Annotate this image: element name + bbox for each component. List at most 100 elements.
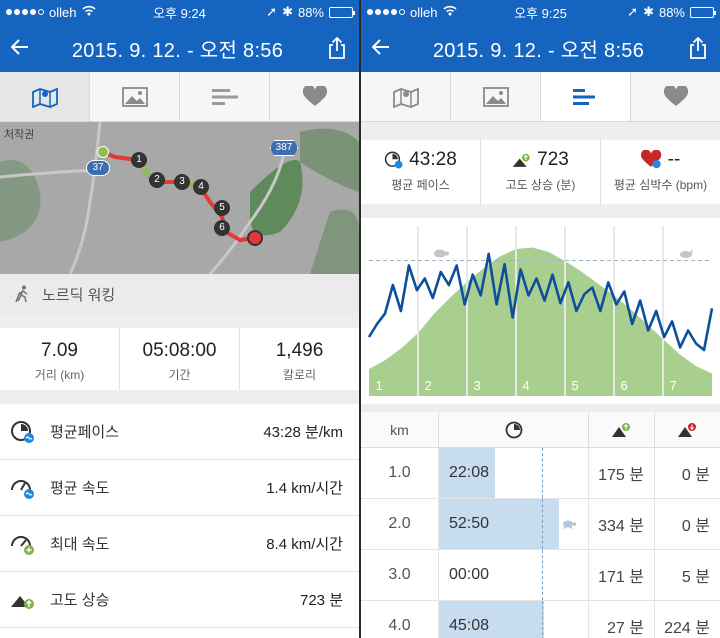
metric-label: 평균 심박수 (bpm) xyxy=(613,178,708,192)
tab-heart[interactable] xyxy=(270,72,359,121)
pace-elevation-chart[interactable]: 1 2 3 4 5 6 7 xyxy=(361,218,720,404)
divider xyxy=(361,122,720,140)
stat-name: 고도 상승 xyxy=(50,592,110,609)
location-arrow-icon: ➚ xyxy=(266,4,278,19)
split-pace-bar xyxy=(439,499,559,549)
split-descent: 0 분 xyxy=(681,518,710,535)
speedometer-max-icon xyxy=(10,531,50,557)
wifi-icon xyxy=(82,5,97,19)
mountain-up-icon xyxy=(512,153,530,167)
split-ascent: 27 분 xyxy=(589,601,655,638)
split-pace-bar xyxy=(439,448,495,498)
km-marker: 1 xyxy=(131,152,147,168)
split-pace-cell: 52:50 xyxy=(439,499,589,549)
split-ascent: 334 분 xyxy=(589,499,655,549)
nordic-walking-icon xyxy=(15,285,28,303)
summary-value: 7.09 xyxy=(41,340,78,361)
splits-table: km 1.0 22:08 175 분 0 분 2.0 52:50 334 분 0 분 3.0 00… xyxy=(361,412,720,638)
battery-percent: 88% xyxy=(658,4,685,20)
speedometer-icon xyxy=(10,475,50,501)
divider xyxy=(361,204,720,218)
turtle-icon xyxy=(434,249,449,258)
metric-avg-heart-rate: -- 평균 심박수 (bpm) xyxy=(601,140,720,204)
metric-avg-pace: 43:28 평균 페이스 xyxy=(361,140,481,204)
average-pace-line xyxy=(542,601,543,638)
tab-photos[interactable] xyxy=(451,72,541,121)
route-map[interactable]: 처작권 37 387 1 2 3 4 5 6 xyxy=(0,122,359,274)
metrics-row: 43:28 평균 페이스 723 고도 상승 (분) -- 평균 심박수 (bp… xyxy=(361,140,720,204)
tab-map[interactable] xyxy=(0,72,90,121)
split-pace-cell: 45:08 xyxy=(439,601,589,638)
pace-line xyxy=(367,252,714,352)
share-button[interactable] xyxy=(315,37,359,59)
back-button[interactable] xyxy=(361,34,401,62)
split-row: 4.0 45:08 27 분 224 분 xyxy=(361,601,720,638)
stat-name: 최대 속도 xyxy=(50,536,110,553)
average-pace-line xyxy=(542,448,543,498)
metric-value: -- xyxy=(667,149,681,170)
mountain-up-icon xyxy=(611,422,630,437)
summary-value: 1,496 xyxy=(275,340,324,361)
battery-icon xyxy=(690,6,716,18)
wifi-icon xyxy=(443,5,458,19)
split-pace: 52:50 xyxy=(449,515,490,532)
location-arrow-icon: ➚ xyxy=(627,4,639,19)
road-shield-387: 387 xyxy=(270,140,298,156)
split-ascent: 171 분 xyxy=(589,550,655,600)
header-ascent xyxy=(589,412,655,447)
divider xyxy=(0,390,359,404)
signal-icon xyxy=(6,9,44,15)
stopwatch-icon xyxy=(505,421,522,438)
divider xyxy=(0,314,359,328)
split-km: 3.0 xyxy=(361,550,439,600)
stat-value: 43:28 분/km xyxy=(263,424,343,441)
battery-icon xyxy=(329,6,355,18)
activity-type-bar: 노르딕 워킹 xyxy=(0,274,359,314)
stat-value: 723 분 xyxy=(300,592,343,609)
km-marker: 4 xyxy=(193,179,209,195)
metric-label: 고도 상승 (분) xyxy=(505,178,576,192)
nav-bar: 2015. 9. 12. - 오전 8:56 xyxy=(0,24,359,72)
heart-rate-icon xyxy=(640,150,661,169)
heart-icon xyxy=(663,86,688,106)
splits-header: km xyxy=(361,412,720,448)
tab-splits[interactable] xyxy=(541,72,631,121)
km-axis-label: 2 xyxy=(425,378,432,393)
summary-distance: 7.09 거리 (km) xyxy=(0,328,120,390)
summary-calories: 1,496 칼로리 xyxy=(240,328,359,390)
stat-value: 1.4 km/시간 xyxy=(266,480,343,497)
split-row: 3.0 00:00 171 분 5 분 xyxy=(361,550,720,601)
elevation-area xyxy=(369,247,712,396)
tab-splits[interactable] xyxy=(180,72,270,121)
page-title: 2015. 9. 12. - 오전 8:56 xyxy=(432,39,645,62)
stat-name: 평균페이스 xyxy=(50,424,120,441)
metric-value: 43:28 xyxy=(409,149,457,170)
stat-row-avg-speed: 평균 속도 1.4 km/시간 xyxy=(0,460,359,516)
stat-row-elevation-gain: 고도 상승 723 분 xyxy=(0,572,359,628)
split-pace: 00:00 xyxy=(449,566,490,583)
split-km: 1.0 xyxy=(361,448,439,498)
rabbit-icon xyxy=(680,248,693,258)
km-axis-label: 7 xyxy=(670,378,677,393)
map-area-label: 처작권 xyxy=(4,129,35,141)
back-button[interactable] xyxy=(0,34,40,62)
tab-map[interactable] xyxy=(361,72,451,121)
mountain-up-icon xyxy=(10,587,50,613)
route-end-marker xyxy=(247,230,263,246)
metric-label: 평균 페이스 xyxy=(391,178,450,192)
divider xyxy=(361,404,720,412)
turtle-icon xyxy=(563,520,577,529)
split-row: 2.0 52:50 334 분 0 분 xyxy=(361,499,720,550)
share-button[interactable] xyxy=(676,37,720,59)
split-descent: 5 분 xyxy=(681,569,710,586)
split-row: 1.0 22:08 175 분 0 분 xyxy=(361,448,720,499)
summary-duration: 05:08:00 기간 xyxy=(120,328,240,390)
stat-name: 평균 속도 xyxy=(50,480,110,497)
split-pace-cell: 22:08 xyxy=(439,448,589,498)
status-bar: olleh 오후 9:25 ➚ ✱ 88% xyxy=(361,0,720,24)
map-canvas xyxy=(0,122,359,274)
heart-icon xyxy=(302,86,327,106)
share-icon xyxy=(329,37,345,59)
tab-heart[interactable] xyxy=(631,72,720,121)
tab-photos[interactable] xyxy=(90,72,180,121)
